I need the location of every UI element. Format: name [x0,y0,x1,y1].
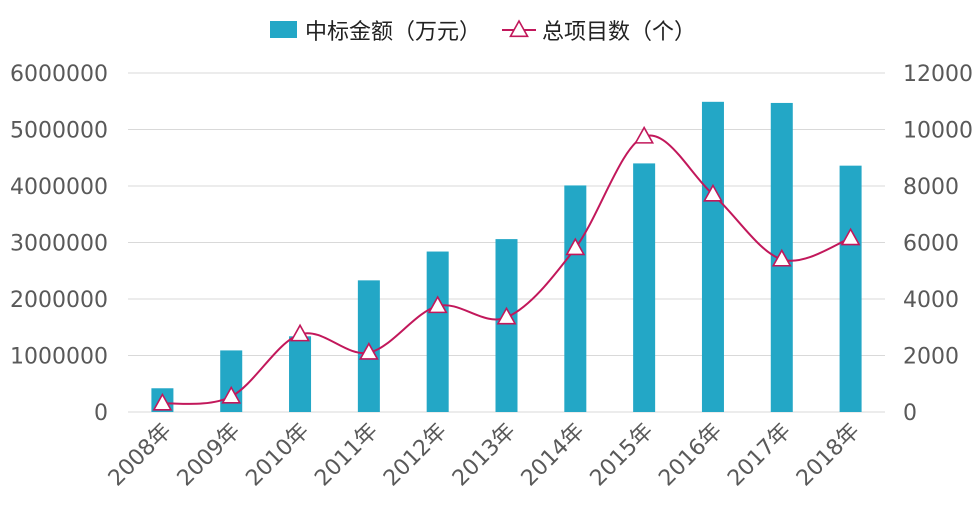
y-left-tick-label: 1000000 [10,345,108,370]
y-right-tick-label: 2000 [903,345,959,370]
bar-series [151,101,862,412]
bar [289,336,312,412]
x-tick-label: 2010年 [241,419,314,492]
bar [495,239,518,412]
y-right-tick-label: 6000 [903,232,959,257]
legend: 中标金额（万元） 总项目数（个） [270,19,696,45]
y-left-tick-label: 3000000 [10,232,108,257]
y-left-tick-label: 0 [94,401,108,426]
legend-swatch-bar [270,21,297,38]
line-series [152,125,861,411]
x-tick-label: 2011年 [310,419,383,492]
axes: 0 1000000 2000000 3000000 4000000 5000000 6000… [10,62,973,491]
legend-label-bar: 中标金额（万元） [305,20,481,45]
line-point-marker [703,183,723,202]
y-right-tick-label: 8000 [903,175,959,200]
y-right-tick-label: 10000 [903,119,973,144]
y-left-tick-label: 5000000 [10,119,108,144]
y-right-tick-label: 4000 [903,288,959,313]
x-tick-label: 2015年 [586,419,659,492]
line-point-marker [358,342,379,360]
line-point-marker [840,227,861,246]
line-path [162,134,851,405]
line-point-marker [634,125,655,144]
y-left-tick-label: 6000000 [10,62,108,87]
bar [839,165,862,412]
line-point-marker [290,323,310,342]
y-right-tick-label: 0 [903,401,917,426]
x-tick-label: 2009年 [173,419,246,492]
x-tick-label: 2017年 [723,419,796,492]
x-tick-label: 2012年 [379,419,452,492]
line-point-marker [771,248,792,267]
bar [701,101,724,412]
y-left-tick-label: 2000000 [10,288,108,313]
line-point-marker [496,306,517,325]
bar [633,163,656,412]
legend-marker-triangle [509,19,529,38]
x-tick-label: 2018年 [792,419,865,492]
line-point-marker [565,237,586,256]
line-point-marker [152,392,173,411]
y-right-tick-label: 12000 [903,62,973,87]
y-left-tick-label: 4000000 [10,175,108,200]
bar [426,251,449,412]
x-tick-label: 2014年 [517,419,590,492]
line-point-marker [221,385,242,404]
bar [564,185,587,412]
x-tick-label: 2008年 [104,419,177,492]
line-point-marker [427,295,448,314]
x-tick-label: 2016年 [654,419,727,492]
x-tick-label: 2013年 [448,419,521,492]
legend-label-line: 总项目数（个） [542,20,696,45]
